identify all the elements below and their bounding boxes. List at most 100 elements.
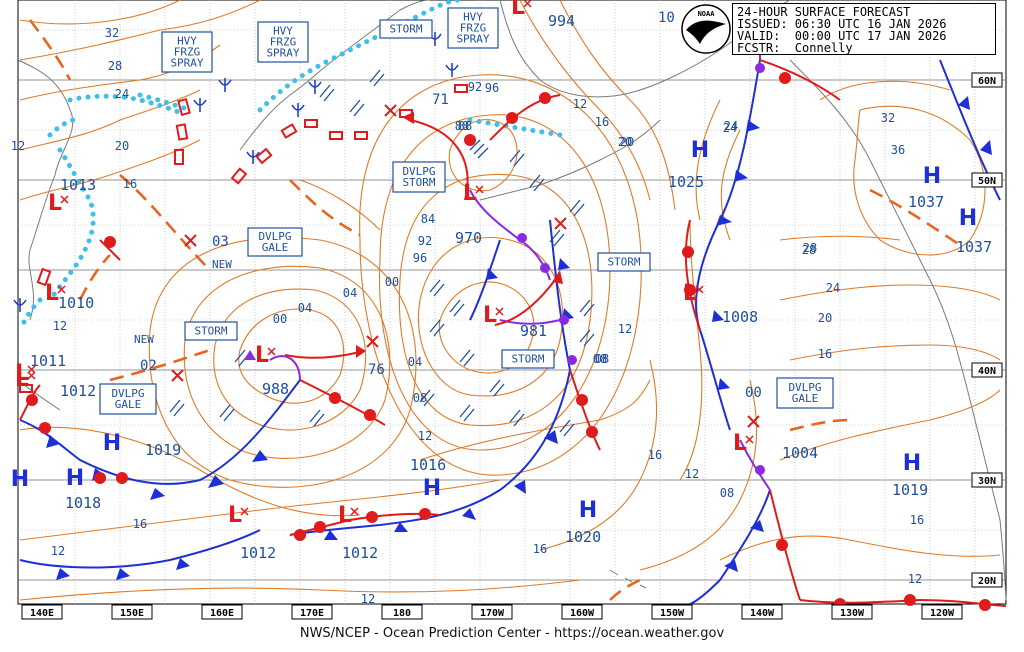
pressure-value-label: 02 [140, 358, 157, 374]
warning-text: STORM [194, 325, 227, 338]
longitude-label: 150E [111, 604, 153, 620]
low-symbol: L [733, 431, 747, 456]
warning-box-frame [184, 321, 238, 341]
longitude-label-text: 120W [930, 608, 955, 619]
warning-text: SPRAY [170, 57, 203, 70]
low-pressure-value: 1004 [782, 444, 818, 462]
high-pressure-center: H [11, 467, 29, 492]
latitude-label-box [971, 172, 1003, 188]
high-pressure-center: H 1018 [65, 466, 101, 512]
warning-box-frame [99, 383, 157, 415]
isobar-value-label: 12 [11, 139, 25, 153]
isobar-value-label: 24 [724, 119, 738, 133]
low-symbol: L [48, 191, 62, 216]
ice-edge [17, 0, 563, 333]
low-symbol: L [15, 367, 29, 392]
longitude-label-text: 170E [300, 608, 324, 619]
isobar-value-label: 12 [361, 592, 375, 606]
high-pressure-center: H 1019 [103, 431, 181, 459]
map-frame [17, 0, 1007, 605]
asia-coast [17, 59, 74, 411]
low-pressure-center: L 994 [511, 0, 575, 30]
latitude-label-text: 40N [978, 366, 996, 377]
high-pressure-value: 1025 [668, 173, 704, 191]
longitude-label-text: 150W [660, 608, 685, 619]
low-center-x [57, 285, 66, 294]
isobar-value-label: 20 [818, 311, 832, 325]
warning-text: HVY [463, 11, 483, 24]
longitude-label-box [741, 604, 783, 620]
low-pressure-center: L 970 [455, 181, 484, 247]
warning-box-frame [447, 7, 499, 49]
longitude-label-box [291, 604, 333, 620]
warning-text: HVY [177, 35, 197, 48]
noaa-logo: NOAA [681, 4, 731, 54]
latitude-label-box [971, 472, 1003, 488]
warning-text: GALE [262, 241, 289, 254]
warning-text: DVLPG [402, 165, 435, 178]
longitude-label: 140E [21, 604, 63, 620]
low-pressure-value: 981 [520, 322, 547, 340]
isobar-value-label: 92 [418, 234, 432, 248]
isobar-value-label: 96 [413, 251, 427, 265]
warning-text: SPRAY [456, 33, 489, 46]
longitude-label-text: 130W [840, 608, 865, 619]
latitude-label: 40N [971, 362, 1003, 378]
high-symbol: H [691, 138, 709, 163]
isobar-value-label: 88 [455, 119, 469, 133]
isobar-value-label: 92 [468, 80, 482, 94]
isobar-value-label: 16 [595, 115, 609, 129]
footer-credit: NWS/NCEP - Ocean Prediction Center - htt… [299, 626, 725, 641]
warning-text: GALE [115, 398, 142, 411]
isobar-value-label: 24 [826, 281, 840, 295]
pressure-value-label: 03 [212, 234, 229, 250]
longitude-label-text: 180 [393, 608, 411, 619]
isobar-value-label: 08 [413, 391, 427, 405]
new-label: NEW [212, 258, 232, 271]
ice-accretion-symbols [13, 32, 459, 312]
warning-boxes: STORMSTORMSTORMSTORMHVYFRZGSPRAYHVYFRZGS… [99, 7, 834, 415]
track-arrowheads [356, 112, 563, 358]
low-pressure-center: L 1012 [228, 503, 276, 562]
warning-text: HVY [273, 25, 293, 38]
warning-box-frame [247, 227, 303, 257]
latitude-label-box [971, 72, 1003, 88]
track-981 [494, 279, 556, 326]
latitude-labels: 60N 50N 40N 30N 20N [971, 72, 1003, 588]
low-center-x [60, 195, 69, 204]
isobar-value-label: 84 [421, 212, 435, 226]
isobar-value-label: 96 [485, 81, 499, 95]
low-center-x [27, 371, 36, 380]
latitude-label-box [971, 572, 1003, 588]
isobar-value-label: 20 [620, 135, 634, 149]
longitude-label-box [471, 604, 513, 620]
low-symbol: L [228, 503, 242, 528]
warning-text: STORM [607, 256, 640, 269]
isobar-value-label: 24 [115, 87, 129, 101]
low-pressure-center: L 1011 [15, 352, 66, 386]
isobar-value-label: 28 [803, 241, 817, 255]
high-symbol: H [959, 206, 977, 231]
track-988 [284, 351, 361, 359]
longitude-label: 140W [741, 604, 783, 620]
warning-box: STORM [379, 19, 433, 39]
low-symbol: L [15, 361, 29, 386]
low-pressure-center: L 988 [255, 343, 289, 398]
low-center-x [495, 307, 504, 316]
warning-text: DVLPG [788, 381, 821, 394]
isobar-value-label: 20 [115, 139, 129, 153]
valid-time: VALID: 00:00 UTC 17 JAN 2026 [737, 29, 947, 43]
longitude-label-text: 140W [750, 608, 775, 619]
forecast-title: 24-HOUR SURFACE FORECAST [737, 5, 911, 19]
warning-text: FRZG [460, 22, 487, 35]
isobar-value-label: 28 [802, 243, 816, 257]
high-pressure-center: H 1025 [668, 138, 709, 191]
high-pressure-value: 1037 [956, 238, 992, 256]
high-pressure-center: H 1020 [565, 498, 601, 546]
low-pressure-value: 1012 [240, 544, 276, 562]
high-symbol: H [11, 467, 29, 492]
